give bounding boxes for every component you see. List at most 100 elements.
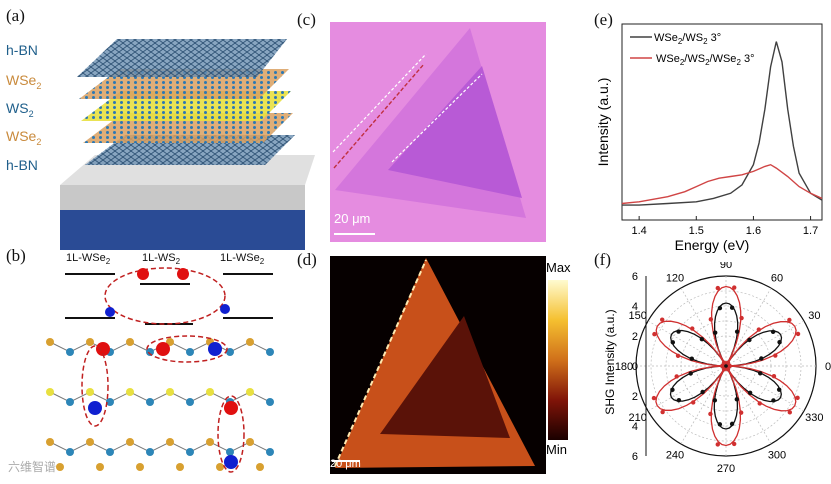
inner-triangle xyxy=(388,66,522,198)
polar-angle-label: 150 xyxy=(628,310,646,322)
polar-data-point xyxy=(776,387,782,392)
scale-label-c: 20 μm xyxy=(334,211,371,226)
electron-1 xyxy=(137,268,149,280)
layer-label-wse2-bottom: WSe2 xyxy=(6,128,42,147)
colorbar xyxy=(548,280,568,440)
electron-2 xyxy=(177,268,189,280)
panel-d-label: (d) xyxy=(297,250,317,269)
chart-e-ylabel: Intensity (a.u.) xyxy=(595,78,611,167)
polar-angle-label: 330 xyxy=(805,412,823,424)
polar-spoke xyxy=(680,365,727,445)
polar-data-point xyxy=(700,389,705,395)
polar-data-point xyxy=(725,360,731,365)
radial-tick-label: 6 xyxy=(632,451,638,463)
polar-data-point xyxy=(771,398,776,403)
polar-data-point xyxy=(739,315,744,321)
series-line-wse2-ws2-wse2 xyxy=(621,163,823,205)
polar-data-point xyxy=(759,356,764,361)
polar-data-point xyxy=(787,410,793,415)
scale-label-d: 20 μm xyxy=(330,458,361,470)
x-tick-label: 1.7 xyxy=(803,225,818,237)
panel-a-label: (a) xyxy=(6,6,25,25)
polar-angle-label: 210 xyxy=(628,412,646,424)
polar-angle-label: 120 xyxy=(666,273,684,285)
polar-angle-label: 180 xyxy=(615,361,633,373)
polar-data-point xyxy=(712,330,718,335)
label-1l-ws2: 1L-WS2 xyxy=(142,252,181,267)
polar-data-point xyxy=(715,442,720,447)
panel-b-label: (b) xyxy=(6,246,26,265)
legend-label-1: WSe2/WS2/WSe2 3° xyxy=(656,53,754,67)
polar-data-point xyxy=(652,331,657,337)
series-line-wse2-ws2 xyxy=(622,41,823,206)
edge-guide-red xyxy=(333,63,425,169)
polar-spoke xyxy=(725,365,772,445)
polar-data-point xyxy=(719,363,725,369)
polar-data-point xyxy=(756,327,762,332)
polar-data-point xyxy=(721,360,727,365)
colorbar-max-label: Max xyxy=(546,260,571,275)
legend-label-0: WSe2/WS2 3° xyxy=(654,32,721,46)
polar-data-point xyxy=(734,397,740,402)
polar-data-point xyxy=(676,329,681,334)
polar-spoke xyxy=(647,320,727,367)
polar-angle-label: 60 xyxy=(771,273,783,285)
layer-label-hbn-top: h-BN xyxy=(6,42,38,58)
panel-c-label: (c) xyxy=(297,10,316,29)
polar-data-point xyxy=(738,410,744,415)
substrate-base xyxy=(60,210,305,250)
layer-label-wse2-top: WSe2 xyxy=(6,72,42,91)
polar-data-point xyxy=(770,329,776,334)
polar-angle-label: 0 xyxy=(825,361,831,373)
heterostructure-illustration xyxy=(60,39,315,250)
polar-data-point xyxy=(747,390,753,396)
polar-data-point xyxy=(729,421,735,427)
polar-data-point xyxy=(721,367,727,372)
polar-data-point xyxy=(731,441,737,447)
polar-data-point xyxy=(699,336,705,342)
polar-data-point xyxy=(795,331,801,337)
hole-2 xyxy=(220,304,230,314)
shg-edge-guide xyxy=(334,259,427,467)
band-alignment-diagram xyxy=(46,267,274,473)
polar-angle-label: 270 xyxy=(717,463,735,475)
electron-5 xyxy=(224,401,238,415)
polar-data-point xyxy=(717,305,723,311)
polar-data-point xyxy=(757,401,762,406)
polar-spoke xyxy=(725,287,772,367)
polar-data-point xyxy=(717,422,723,427)
shg-inner-triangle xyxy=(380,316,510,438)
hole-1 xyxy=(105,307,115,317)
pl-spectrum-chart: 1.4 1.5 1.6 1.7 WSe2/WS2 3° WSe2/WS2/WSe2 3… xyxy=(595,23,823,253)
polar-spoke xyxy=(680,287,727,367)
x-tick-label: 1.6 xyxy=(746,225,761,237)
label-1l-wse2-left: 1L-WSe2 xyxy=(66,252,111,267)
colorbar-min-label: Min xyxy=(546,442,567,457)
polar-data-point xyxy=(688,371,693,376)
panel-f-label: (f) xyxy=(594,250,611,269)
label-1l-wse2-right: 1L-WSe2 xyxy=(220,252,265,267)
polar-data-point xyxy=(747,337,752,343)
layer-label-hbn-bottom: h-BN xyxy=(6,157,38,173)
layer-label-ws2: WS2 xyxy=(6,100,34,119)
polar-data-point xyxy=(708,411,713,417)
polar-data-point xyxy=(777,339,782,345)
polar-data-point xyxy=(725,367,731,372)
polar-data-point xyxy=(729,305,735,310)
watermark: 六维智谱 xyxy=(8,460,57,474)
polar-data-point xyxy=(659,317,665,322)
polar-data-point xyxy=(690,400,696,405)
chart-f-ylabel: SHG Intensity (a.u.) xyxy=(603,309,617,414)
polar-grid-ring xyxy=(710,350,742,382)
polar-data-point xyxy=(795,395,800,401)
radial-tick-label: 4 xyxy=(632,421,638,433)
optical-micrograph xyxy=(330,22,546,242)
polar-data-point xyxy=(771,373,777,379)
polar-data-point xyxy=(773,353,778,358)
polar-data-point xyxy=(675,353,681,359)
polar-data-point xyxy=(758,371,763,376)
polar-data-point xyxy=(734,329,740,334)
x-tick-label: 1.4 xyxy=(631,225,646,237)
lattice-row-2 xyxy=(46,388,274,406)
exciton-loop-left xyxy=(81,345,109,427)
